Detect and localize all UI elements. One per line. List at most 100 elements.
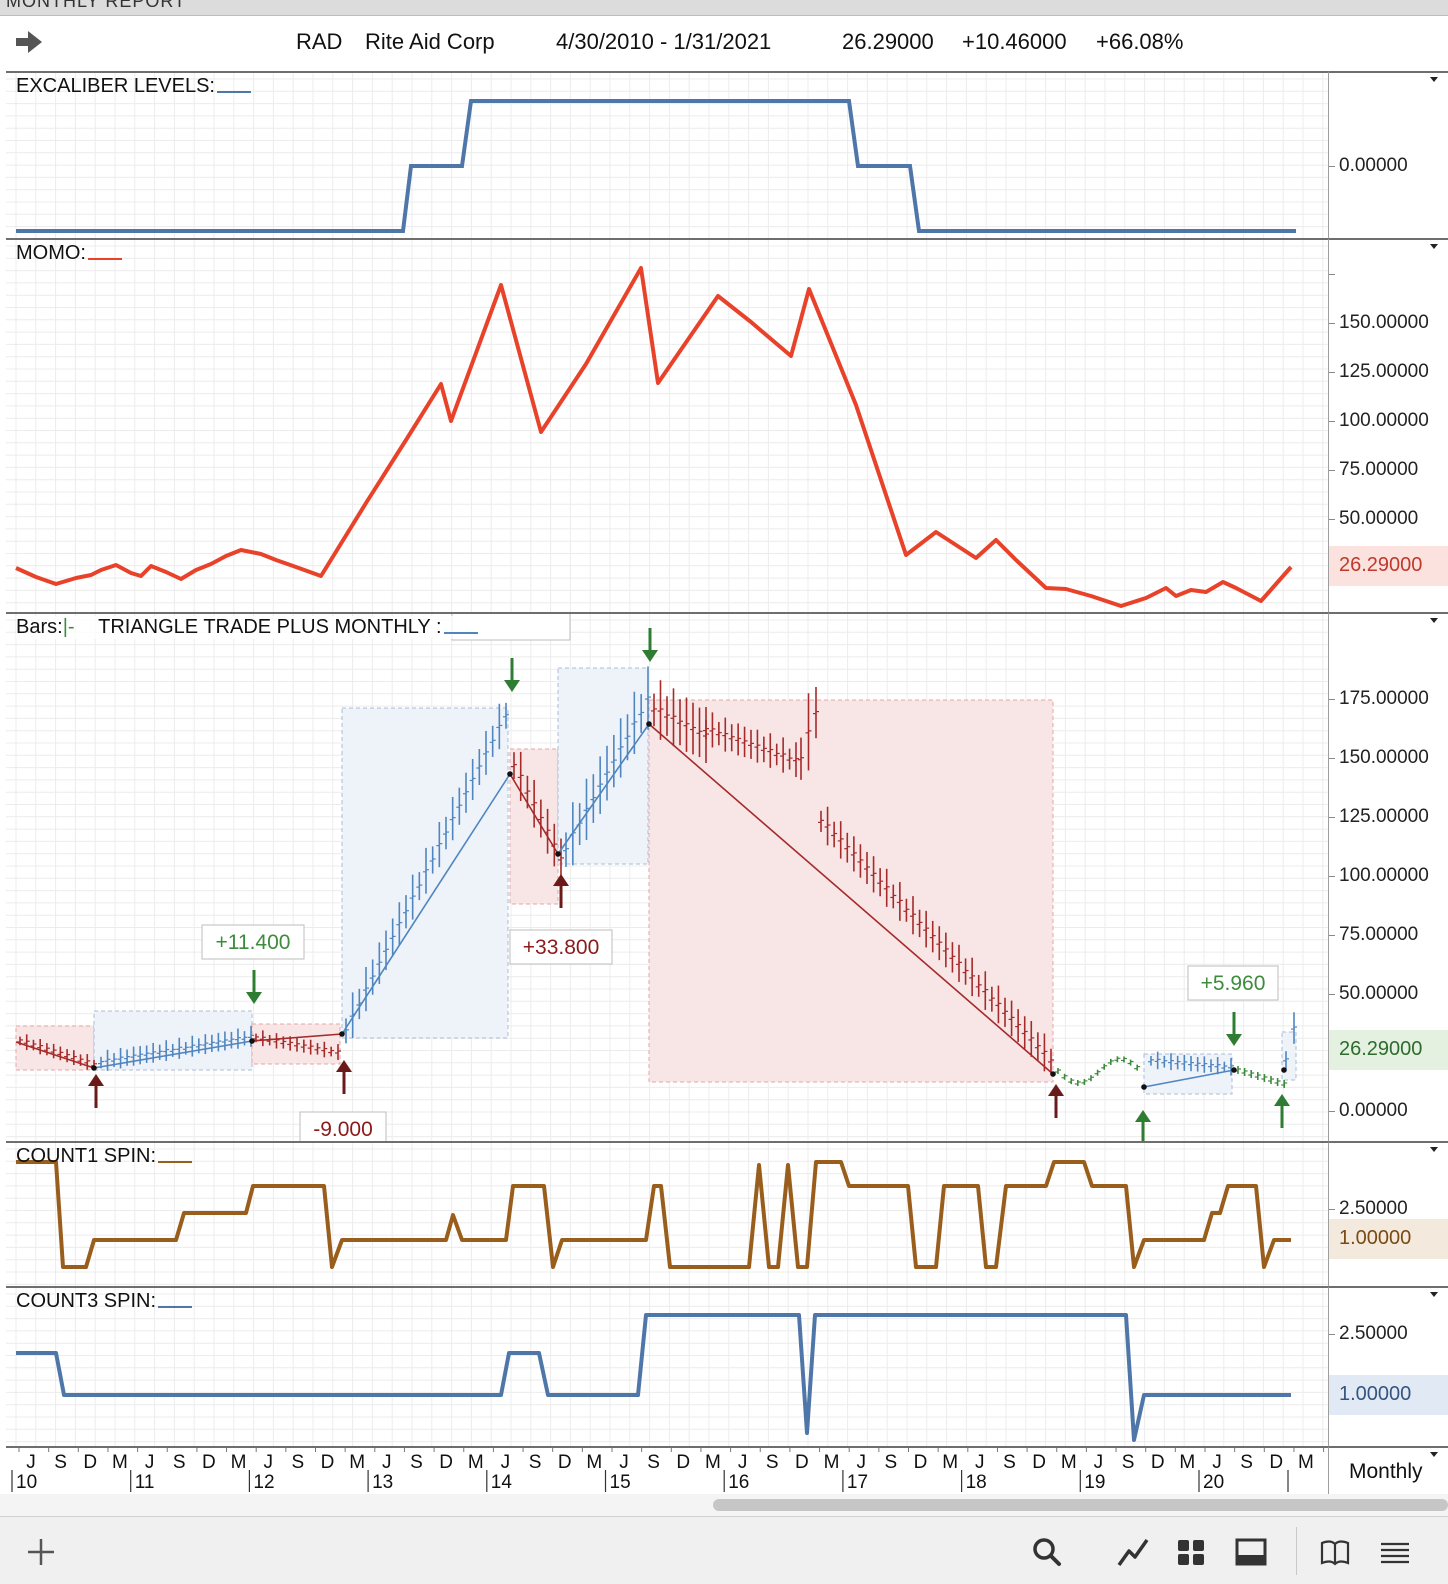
price-menu-dropdown[interactable] (1430, 618, 1438, 623)
month-tick-label: M (468, 1452, 484, 1473)
short-trade-box (251, 1023, 341, 1065)
trade-profit-label[interactable]: +11.400 (201, 924, 305, 960)
year-tick-label: 18 (966, 1472, 987, 1493)
buy-arrow-icon[interactable] (88, 1074, 104, 1108)
month-tick-label: J (975, 1452, 985, 1473)
grid-icon[interactable] (1174, 1535, 1208, 1569)
month-tick-label: D (1269, 1452, 1283, 1473)
scrollbar-thumb[interactable] (713, 1499, 1448, 1511)
count3-menu-dropdown[interactable] (1430, 1292, 1438, 1297)
month-tick-label: M (112, 1452, 128, 1473)
momo-menu-dropdown[interactable] (1430, 244, 1438, 249)
excaliber-chart[interactable] (6, 73, 1328, 238)
menu-icon[interactable] (1378, 1535, 1412, 1569)
horizontal-scrollbar[interactable] (0, 1494, 1448, 1516)
buy-arrow-icon[interactable] (553, 874, 569, 908)
month-tick-label: S (54, 1452, 67, 1473)
month-tick-label: M (705, 1452, 721, 1473)
trade-profit-label[interactable]: +33.800 (509, 929, 613, 965)
year-tick-label: 10 (16, 1472, 37, 1493)
count1-menu-dropdown[interactable] (1430, 1147, 1438, 1152)
book-icon[interactable] (1318, 1535, 1352, 1569)
month-tick-label: M (824, 1452, 840, 1473)
excaliber-legend-swatch (216, 90, 251, 93)
month-tick-label: S (1240, 1452, 1253, 1473)
count1-line (16, 1160, 1291, 1269)
price-tick: 100.00000 (1339, 865, 1429, 886)
pivot-point (507, 771, 513, 777)
long-trade-box (341, 707, 509, 1039)
count3-line (16, 1313, 1291, 1442)
buy-arrow-icon[interactable] (1274, 1094, 1290, 1128)
count1-current-value: 1.00000 (1329, 1219, 1448, 1259)
year-tick-label: 20 (1203, 1472, 1224, 1493)
triangle-trade-panel[interactable]: Bars:|- TRIANGLE TRADE PLUS MONTHLY : +1… (6, 612, 1328, 1141)
month-tick-label: S (647, 1452, 660, 1473)
year-tick-label: 16 (728, 1472, 749, 1493)
window-icon[interactable] (1234, 1535, 1268, 1569)
trade-profit-text: +5.960 (1201, 972, 1266, 995)
toolbar-separator (1296, 1527, 1297, 1575)
month-tick-label: D (1151, 1452, 1165, 1473)
count1-spin-panel[interactable]: COUNT1 SPIN: (6, 1141, 1328, 1286)
month-tick-label: S (173, 1452, 186, 1473)
year-tick-label: 14 (491, 1472, 513, 1493)
excaliber-levels-panel[interactable]: EXCALIBER LEVELS: (6, 71, 1328, 238)
plus-icon[interactable] (24, 1535, 58, 1569)
ohlc-bars (17, 666, 1297, 1088)
trade-profit-label[interactable]: -9.000 (299, 1111, 387, 1141)
trade-profit-label[interactable]: +5.960 (1187, 965, 1279, 1001)
month-tick-label: S (410, 1452, 423, 1473)
month-tick-label: M (231, 1452, 247, 1473)
excaliber-menu-dropdown[interactable] (1430, 77, 1438, 82)
month-tick-label: S (292, 1452, 305, 1473)
sell-arrow-icon[interactable] (246, 970, 262, 1004)
month-tick-label: J (26, 1452, 36, 1473)
count3-tick: 2.50000 (1339, 1323, 1408, 1344)
trade-line (648, 723, 1054, 1075)
year-tick-label: 17 (847, 1472, 868, 1493)
trade-profit-text: +33.800 (523, 936, 600, 959)
timeframe-label: Monthly (1349, 1460, 1423, 1483)
buy-arrow-icon[interactable] (336, 1060, 352, 1094)
window-title-bar: MONTHLY REPORT (0, 0, 1448, 16)
count1-label: COUNT1 SPIN: (16, 1145, 157, 1167)
timeframe-dropdown-icon[interactable] (1430, 1452, 1438, 1457)
count3-spin-panel[interactable]: COUNT3 SPIN: (6, 1286, 1328, 1446)
trade-line (251, 1033, 343, 1042)
chart-header: RAD Rite Aid Corp 4/30/2010 - 1/31/2021 … (0, 17, 1448, 71)
buy-arrow-icon[interactable] (1048, 1084, 1064, 1118)
count1-legend-swatch (158, 1160, 193, 1163)
forward-arrow-icon[interactable] (14, 29, 44, 55)
price-bars-chart[interactable]: +11.400 +33.800 +5.960 -9.000 (6, 614, 1328, 1141)
trade-line (93, 1040, 253, 1069)
timeframe-selector[interactable]: Monthly (1328, 1446, 1448, 1494)
momo-panel[interactable]: MOMO: (6, 238, 1328, 612)
month-tick-label: J (856, 1452, 866, 1473)
momo-tick: 125.00000 (1339, 361, 1429, 382)
price-change-percent: +66.08% (1096, 29, 1184, 54)
pivot-point (646, 721, 652, 727)
count3-axis: 2.50000 1.00000 (1328, 1286, 1448, 1446)
month-tick-label: S (885, 1452, 898, 1473)
sell-arrow-icon[interactable] (1226, 1012, 1242, 1046)
momo-axis: 150.00000 125.00000 100.00000 75.00000 5… (1328, 238, 1448, 612)
long-trade-box (93, 1010, 253, 1071)
sell-arrow-icon[interactable] (504, 658, 520, 692)
count3-legend-swatch (158, 1305, 193, 1308)
momo-chart[interactable] (6, 240, 1328, 612)
excaliber-tick: 0.00000 (1339, 155, 1408, 176)
month-tick-label: D (439, 1452, 453, 1473)
buy-arrow-icon[interactable] (1135, 1110, 1151, 1141)
search-icon[interactable] (1030, 1535, 1064, 1569)
month-tick-label: J (738, 1452, 748, 1473)
price-current-value: 26.29000 (1329, 1030, 1448, 1070)
sell-arrow-icon[interactable] (642, 628, 658, 662)
company-name: Rite Aid Corp (365, 29, 495, 54)
bars-style-symbol[interactable]: |- (62, 616, 75, 638)
momo-tick: 100.00000 (1339, 410, 1429, 431)
pivot-point (1231, 1067, 1237, 1073)
trade-profit-text: -9.000 (313, 1118, 373, 1141)
line-chart-icon[interactable] (1116, 1535, 1150, 1569)
